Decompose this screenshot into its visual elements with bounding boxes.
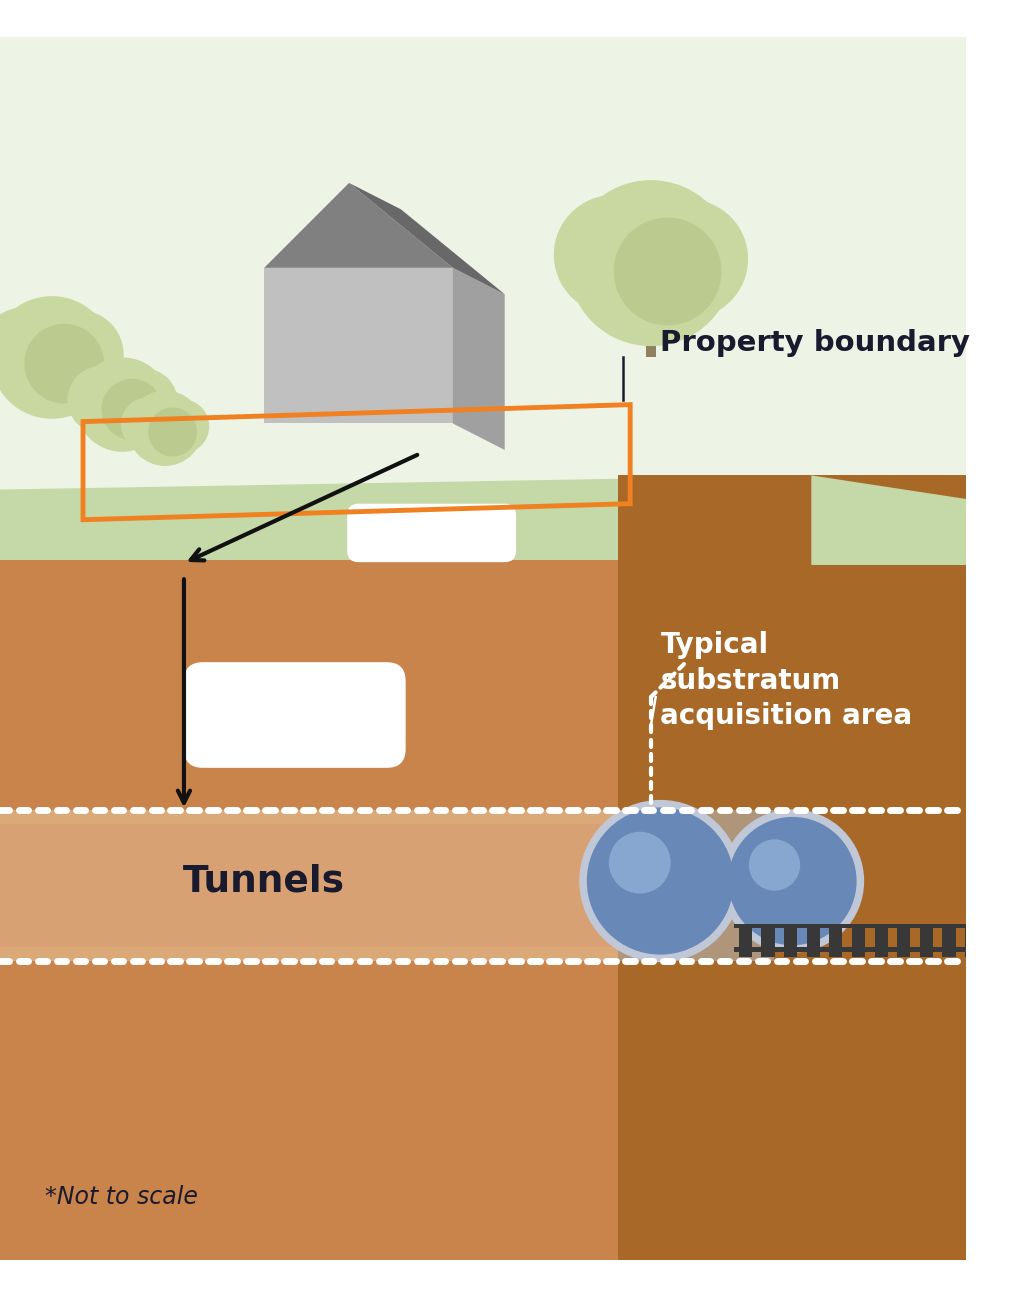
- Circle shape: [76, 358, 170, 451]
- Polygon shape: [349, 183, 505, 294]
- Circle shape: [728, 817, 857, 946]
- Bar: [0, 36, 966, 565]
- Bar: [761, 923, 774, 956]
- Bar: [0, 811, 617, 961]
- Circle shape: [629, 200, 749, 319]
- Circle shape: [568, 180, 734, 346]
- Bar: [897, 923, 910, 956]
- Polygon shape: [264, 183, 453, 268]
- Circle shape: [721, 809, 864, 953]
- Bar: [784, 923, 797, 956]
- Bar: [920, 923, 933, 956]
- FancyBboxPatch shape: [184, 663, 406, 768]
- Polygon shape: [0, 476, 811, 565]
- Bar: [617, 565, 966, 811]
- Circle shape: [36, 310, 124, 398]
- Bar: [807, 923, 820, 956]
- Circle shape: [580, 800, 741, 962]
- Bar: [120, 405, 126, 447]
- Bar: [874, 923, 888, 956]
- Bar: [738, 923, 752, 956]
- Text: Tunnels: Tunnels: [183, 863, 345, 899]
- Polygon shape: [453, 268, 505, 450]
- Text: Property boundary: Property boundary: [660, 329, 971, 357]
- Text: Typical
substratum
acquisition area: Typical substratum acquisition area: [660, 632, 912, 730]
- Circle shape: [613, 218, 722, 326]
- Circle shape: [0, 307, 69, 396]
- Circle shape: [101, 379, 163, 440]
- Bar: [617, 36, 966, 1261]
- Bar: [852, 923, 865, 956]
- FancyBboxPatch shape: [347, 503, 516, 562]
- Circle shape: [68, 366, 135, 434]
- Polygon shape: [264, 268, 453, 424]
- Bar: [734, 923, 966, 929]
- Circle shape: [587, 808, 734, 955]
- Circle shape: [25, 324, 104, 403]
- Text: *Not to scale: *Not to scale: [45, 1185, 199, 1209]
- Circle shape: [155, 399, 209, 454]
- Circle shape: [110, 368, 178, 436]
- Bar: [965, 923, 978, 956]
- Circle shape: [0, 296, 114, 419]
- Bar: [942, 923, 955, 956]
- Circle shape: [609, 831, 671, 894]
- Polygon shape: [811, 476, 966, 569]
- Bar: [646, 263, 656, 358]
- Circle shape: [121, 397, 175, 451]
- Bar: [734, 947, 966, 952]
- Bar: [617, 811, 773, 961]
- Circle shape: [148, 407, 198, 457]
- Circle shape: [554, 195, 674, 315]
- Circle shape: [749, 839, 800, 891]
- Circle shape: [127, 390, 203, 466]
- Bar: [0, 560, 617, 1261]
- Bar: [617, 36, 966, 476]
- Bar: [48, 358, 55, 414]
- Bar: [0, 825, 617, 947]
- Bar: [829, 923, 843, 956]
- Bar: [163, 428, 167, 462]
